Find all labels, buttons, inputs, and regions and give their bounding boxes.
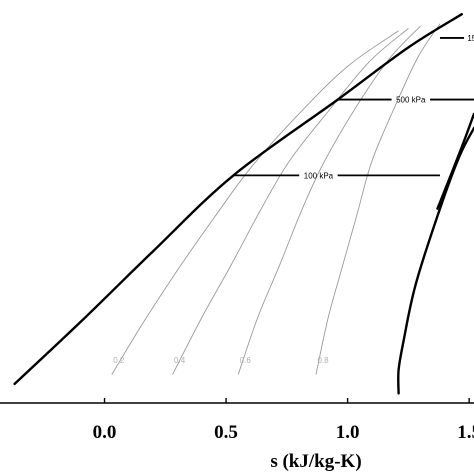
saturated-vapor-line	[397, 126, 474, 395]
quality-label: 0.4	[174, 356, 186, 365]
x-axis-ticks: -0.50.00.51.01.5	[93, 398, 474, 443]
quality-label: 0.2	[113, 356, 125, 365]
isobar-label: 150	[467, 34, 474, 43]
isobar-lines: 100 kPa 500 kPa 150	[233, 34, 474, 180]
quality-label: 0.6	[240, 356, 252, 365]
x-tick-label: 0.5	[214, 422, 238, 443]
x-tick-label: 1.0	[336, 422, 360, 443]
x-tick-label: 0.0	[93, 422, 117, 443]
quality-label: 0.8	[317, 356, 329, 365]
quality-line	[111, 30, 399, 375]
saturated-vapor-line-outer	[436, 112, 474, 210]
isobar-label: 500 kPa	[396, 96, 426, 105]
x-axis-label: s (kJ/kg-K)	[270, 451, 361, 472]
x-tick-label: 1.5	[457, 422, 474, 443]
saturated-liquid-line	[13, 13, 463, 386]
saturation-lines	[13, 13, 474, 395]
quality-lines: 0.2 0.4 0.6 0.8	[111, 23, 441, 375]
isobar-label: 100 kPa	[304, 171, 334, 180]
quality-line	[172, 28, 409, 375]
quality-line	[315, 23, 441, 375]
